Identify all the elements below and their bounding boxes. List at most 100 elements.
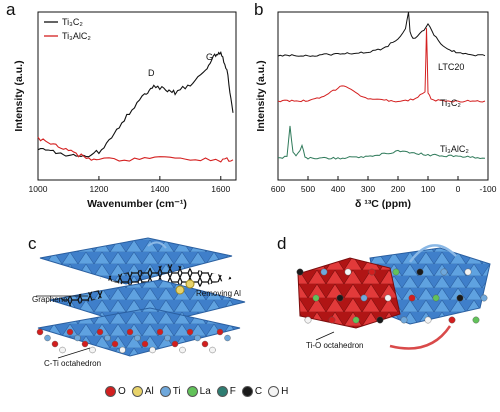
atom-icon bbox=[401, 317, 407, 323]
chart-a-legend-ti3alc2: Ti₃AlC₂ bbox=[62, 31, 91, 41]
atom-icon bbox=[165, 335, 171, 341]
chart-a-annotation-g: G bbox=[206, 52, 213, 62]
atom-icon bbox=[135, 335, 141, 341]
atom-icon bbox=[457, 295, 463, 301]
atom-c-icon bbox=[242, 386, 253, 397]
atom-icon bbox=[210, 347, 216, 353]
atom-icon bbox=[142, 341, 148, 347]
atom-icon bbox=[305, 317, 311, 323]
atom-icon bbox=[187, 329, 193, 335]
atom-icon bbox=[465, 269, 471, 275]
label-graphene: Graphene bbox=[32, 295, 68, 304]
label-ti-o-octahedron: Ti-O octahedron bbox=[306, 341, 364, 350]
ti-o-pointer-line bbox=[316, 332, 334, 340]
atom-icon bbox=[105, 335, 111, 341]
atom-f-icon bbox=[217, 386, 228, 397]
atom-legend-item: C bbox=[242, 386, 262, 397]
al-atom-icon bbox=[186, 280, 194, 288]
atom-icon bbox=[52, 341, 58, 347]
atom-icon bbox=[225, 335, 231, 341]
chart-a: Intensity (a.u.) Wavenumber (cm⁻¹) 1000 1… bbox=[0, 0, 250, 225]
atom-legend-item: H bbox=[268, 386, 288, 397]
chart-b-label-ti3alc2: Ti₃AlC₂ bbox=[440, 144, 469, 154]
atom-icon bbox=[297, 269, 303, 275]
ti-o-octahedra-layer bbox=[298, 258, 400, 328]
atom-icon bbox=[37, 329, 43, 335]
atom-icon bbox=[120, 347, 126, 353]
atom-la-icon bbox=[187, 386, 198, 397]
atom-legend-label: F bbox=[230, 386, 236, 397]
atom-icon bbox=[112, 341, 118, 347]
chart-a-xtick-label: 1000 bbox=[29, 184, 48, 194]
atom-icon bbox=[127, 329, 133, 335]
atom-icon bbox=[385, 295, 391, 301]
atom-legend-item: Al bbox=[132, 386, 154, 397]
atom-ti-icon bbox=[160, 386, 171, 397]
label-c-ti-octahedron: C-Ti octahedron bbox=[44, 359, 101, 368]
chart-b-xtick-label: 300 bbox=[361, 184, 375, 194]
atom-icon bbox=[150, 347, 156, 353]
atom-icon bbox=[369, 269, 375, 275]
chart-a-xtick-label: 1600 bbox=[211, 184, 230, 194]
atom-legend: O Al Ti La F C H bbox=[105, 383, 395, 399]
atom-icon bbox=[97, 329, 103, 335]
atom-legend-item: Ti bbox=[160, 386, 181, 397]
atom-legend-label: La bbox=[200, 386, 211, 397]
atom-legend-label: Ti bbox=[173, 386, 181, 397]
al-atom-icon bbox=[176, 286, 184, 294]
atom-legend-label: C bbox=[255, 386, 262, 397]
chart-a-annotation-d: D bbox=[148, 68, 155, 78]
atom-icon bbox=[361, 295, 367, 301]
atom-icon bbox=[377, 317, 383, 323]
chart-b-xtick-label: -100 bbox=[479, 184, 496, 194]
atom-icon bbox=[329, 317, 335, 323]
chart-a-xtick-label: 1400 bbox=[150, 184, 169, 194]
chart-a-series-ti3alc2-line bbox=[38, 137, 233, 162]
atom-legend-item: O bbox=[105, 386, 126, 397]
atom-icon bbox=[82, 341, 88, 347]
atom-icon bbox=[217, 329, 223, 335]
chart-b-series-ti3alc2-line bbox=[278, 126, 485, 159]
atom-legend-item: La bbox=[187, 386, 211, 397]
chart-b-xtick-label: 400 bbox=[331, 184, 345, 194]
chart-b-xtick-label: 0 bbox=[456, 184, 461, 194]
chart-a-ylabel: Intensity (a.u.) bbox=[13, 60, 25, 131]
chart-b-xlabel: δ ¹³C (ppm) bbox=[355, 198, 411, 210]
chart-b-label-ltc20: LTC20 bbox=[438, 62, 464, 72]
schematic-c: Graphene Removing Al C-Ti octahedron bbox=[30, 228, 255, 380]
atom-icon bbox=[90, 347, 96, 353]
atom-icon bbox=[75, 335, 81, 341]
atom-icon bbox=[433, 295, 439, 301]
atom-icon bbox=[67, 329, 73, 335]
atom-icon bbox=[337, 295, 343, 301]
chart-b-xtick-label: 600 bbox=[271, 184, 285, 194]
atom-o-icon bbox=[105, 386, 116, 397]
atom-icon bbox=[60, 347, 66, 353]
atom-legend-label: H bbox=[281, 386, 288, 397]
atom-icon bbox=[409, 295, 415, 301]
chart-b-frame bbox=[278, 12, 488, 180]
atom-icon bbox=[393, 269, 399, 275]
atom-icon bbox=[202, 341, 208, 347]
atom-icon bbox=[195, 335, 201, 341]
atom-icon bbox=[172, 341, 178, 347]
atom-icon bbox=[157, 329, 163, 335]
atom-icon bbox=[449, 317, 455, 323]
atom-icon bbox=[345, 269, 351, 275]
panel-letter-d: d bbox=[277, 234, 286, 254]
chart-b-ylabel: Intensity (a.u.) bbox=[255, 60, 267, 131]
atom-icon bbox=[417, 269, 423, 275]
chart-a-series-ti3c2-line bbox=[38, 52, 233, 156]
schematic-d: Ti-O octahedron bbox=[290, 228, 500, 380]
atom-icon bbox=[180, 347, 186, 353]
chart-a-legend-ti3c2: Ti₃C₂ bbox=[62, 17, 83, 27]
atom-icon bbox=[473, 317, 479, 323]
label-removing-al: Removing Al bbox=[196, 289, 241, 298]
atom-h-icon bbox=[268, 386, 279, 397]
chart-a-xtick-label: 1200 bbox=[89, 184, 108, 194]
chart-b-xtick-label: 100 bbox=[421, 184, 435, 194]
atom-legend-item: F bbox=[217, 386, 236, 397]
atom-icon bbox=[481, 295, 487, 301]
chart-b-xtick-label: 200 bbox=[391, 184, 405, 194]
curved-arrow-icon bbox=[390, 326, 450, 349]
